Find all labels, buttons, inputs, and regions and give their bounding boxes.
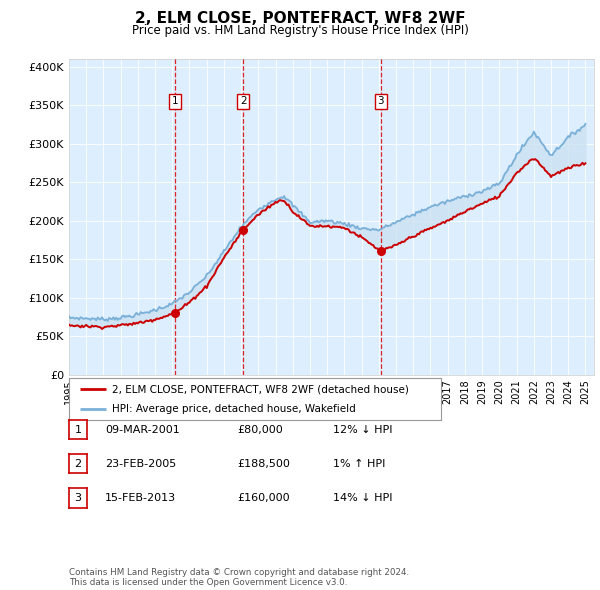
Text: 3: 3: [377, 96, 384, 106]
Text: 1% ↑ HPI: 1% ↑ HPI: [333, 459, 385, 468]
Text: 2, ELM CLOSE, PONTEFRACT, WF8 2WF: 2, ELM CLOSE, PONTEFRACT, WF8 2WF: [134, 11, 466, 25]
Text: 2: 2: [240, 96, 247, 106]
Text: 3: 3: [74, 493, 82, 503]
Text: Price paid vs. HM Land Registry's House Price Index (HPI): Price paid vs. HM Land Registry's House …: [131, 24, 469, 37]
Text: 09-MAR-2001: 09-MAR-2001: [105, 425, 180, 434]
Text: 14% ↓ HPI: 14% ↓ HPI: [333, 493, 392, 503]
Text: HPI: Average price, detached house, Wakefield: HPI: Average price, detached house, Wake…: [112, 404, 356, 414]
Text: 2: 2: [74, 459, 82, 468]
Text: 2, ELM CLOSE, PONTEFRACT, WF8 2WF (detached house): 2, ELM CLOSE, PONTEFRACT, WF8 2WF (detac…: [112, 385, 409, 395]
Text: £160,000: £160,000: [237, 493, 290, 503]
Text: £80,000: £80,000: [237, 425, 283, 434]
Text: 23-FEB-2005: 23-FEB-2005: [105, 459, 176, 468]
Text: 1: 1: [74, 425, 82, 434]
Text: 1: 1: [172, 96, 179, 106]
Text: £188,500: £188,500: [237, 459, 290, 468]
Text: Contains HM Land Registry data © Crown copyright and database right 2024.
This d: Contains HM Land Registry data © Crown c…: [69, 568, 409, 587]
Text: 15-FEB-2013: 15-FEB-2013: [105, 493, 176, 503]
Text: 12% ↓ HPI: 12% ↓ HPI: [333, 425, 392, 434]
